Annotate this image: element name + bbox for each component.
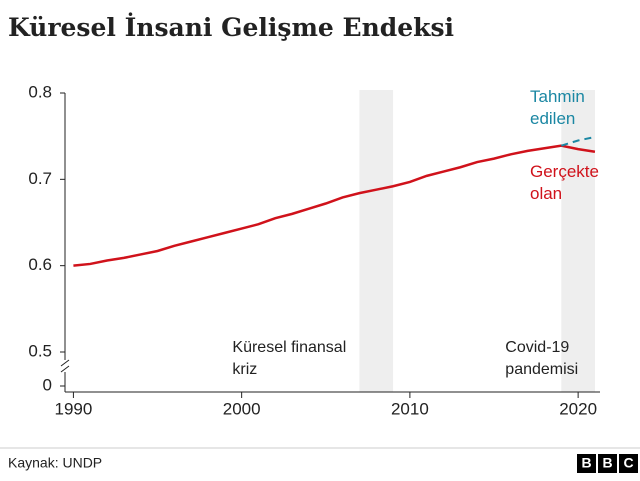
y-tick-label: 0.5	[28, 341, 52, 360]
series-line	[561, 136, 596, 147]
logo-box	[619, 454, 638, 473]
logo-letter: C	[623, 455, 633, 471]
x-tick-label: 2020	[559, 399, 597, 418]
y-tick-label: 0	[43, 375, 52, 394]
logo-letter: B	[581, 455, 591, 471]
period-label: kriz	[232, 361, 257, 378]
axis-break	[60, 359, 70, 367]
logo-letter: B	[602, 455, 612, 471]
y-tick-label: 0.6	[28, 255, 52, 274]
x-tick-label: 2000	[223, 399, 261, 418]
series-line	[73, 144, 596, 267]
period-label: Covid-19	[505, 339, 569, 356]
period-label: pandemisi	[505, 361, 578, 378]
chart-title: Küresel İnsani Gelişme Endeksi	[8, 13, 454, 42]
y-tick-label: 0.7	[28, 169, 52, 188]
series-label: Gerçekte olan	[530, 162, 599, 203]
logo-box	[598, 454, 617, 473]
x-tick-label: 2010	[391, 399, 429, 418]
period-label: Küresel finansal	[232, 339, 346, 356]
source: Kaynak: UNDP	[8, 455, 102, 471]
series-label: Tahmin edilen	[530, 87, 585, 128]
axis-break	[60, 365, 70, 373]
y-tick-label: 0.8	[28, 82, 52, 101]
shaded-period	[359, 90, 394, 392]
logo-box	[577, 454, 596, 473]
x-tick-label: 1990	[54, 399, 92, 418]
